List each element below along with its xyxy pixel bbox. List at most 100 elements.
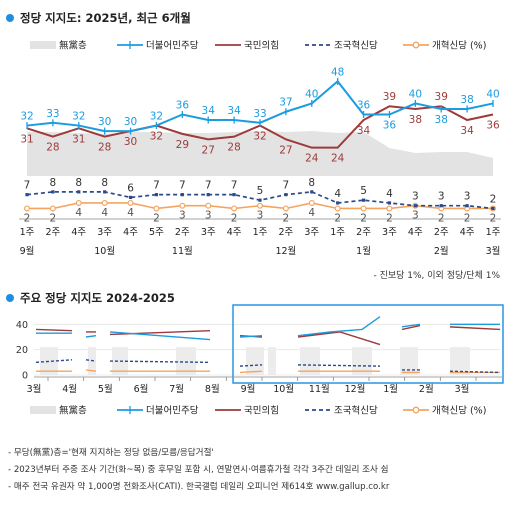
x-tick-label: 3주 bbox=[304, 227, 319, 238]
no-party-bar bbox=[268, 347, 276, 375]
point-reform bbox=[360, 205, 367, 212]
label-rebuild: 8 bbox=[101, 177, 108, 189]
legend-item-reform: 개혁신당 (%) bbox=[403, 406, 486, 417]
bullet-dot-icon bbox=[6, 14, 14, 22]
label-rebuild: 2 bbox=[490, 193, 497, 205]
point-reform bbox=[24, 205, 31, 212]
point-rebuild bbox=[25, 193, 29, 197]
label-ppp: 32 bbox=[150, 131, 163, 143]
month-label: 9월 bbox=[20, 245, 35, 257]
legend-item-reform: 개혁신당 (%) bbox=[403, 41, 486, 52]
legend-label-ppp: 국민의힘 bbox=[244, 41, 279, 52]
label-rebuild: 3 bbox=[464, 191, 471, 203]
point-rebuild bbox=[232, 193, 236, 197]
point-rebuild bbox=[284, 193, 288, 197]
legend-item-dp: 더불어민주당 bbox=[117, 41, 199, 52]
x-tick-label: 2주 bbox=[434, 227, 449, 238]
y-tick-label: 0 bbox=[22, 371, 28, 382]
history-line-ppp bbox=[297, 331, 381, 346]
month-label: 3월 bbox=[486, 245, 501, 257]
x-tick-label: 4주 bbox=[408, 227, 423, 238]
recent-period-highlight bbox=[232, 304, 504, 384]
label-ppp: 31 bbox=[20, 133, 33, 145]
history-x-label: 7월 bbox=[169, 383, 184, 395]
point-rebuild bbox=[180, 193, 184, 197]
history-line-dp bbox=[297, 316, 381, 337]
month-label: 1월 bbox=[356, 245, 371, 257]
label-rebuild: 7 bbox=[283, 180, 290, 192]
main-title-text: 정당 지지도: 2025년, 최근 6개월 bbox=[20, 11, 191, 25]
label-ppp: 30 bbox=[124, 136, 137, 148]
history-line-dp bbox=[109, 331, 211, 341]
history-line-dp bbox=[239, 335, 263, 338]
label-ppp: 24 bbox=[331, 153, 345, 165]
point-reform bbox=[308, 199, 315, 206]
month-label: 2월 bbox=[434, 245, 449, 257]
month-label: 11월 bbox=[172, 245, 193, 257]
label-ppp: 28 bbox=[227, 142, 240, 154]
legend-label-none: 無黨층 bbox=[59, 405, 87, 417]
point-rebuild bbox=[51, 190, 55, 194]
label-reform: 2 bbox=[386, 212, 393, 224]
point-rebuild bbox=[491, 206, 495, 211]
label-reform: 3 bbox=[257, 210, 264, 222]
label-dp: 34 bbox=[227, 105, 241, 117]
label-ppp: 38 bbox=[409, 114, 422, 126]
label-rebuild: 5 bbox=[257, 185, 264, 197]
x-tick-label: 2주 bbox=[175, 227, 190, 238]
point-rebuild bbox=[310, 190, 314, 194]
legend-swatch-none bbox=[30, 406, 56, 414]
month-label: 12월 bbox=[275, 245, 296, 257]
label-reform: 2 bbox=[283, 212, 290, 224]
label-reform: 3 bbox=[205, 210, 212, 222]
legend-label-none: 無黨층 bbox=[59, 40, 87, 52]
label-dp: 36 bbox=[383, 120, 397, 132]
point-reform bbox=[75, 199, 82, 206]
point-reform bbox=[231, 205, 238, 212]
no-party-bar bbox=[40, 347, 58, 375]
y-tick-label: 40 bbox=[16, 320, 28, 331]
point-rebuild bbox=[465, 204, 469, 208]
label-rebuild: 3 bbox=[438, 191, 445, 203]
label-dp: 32 bbox=[150, 111, 163, 123]
label-dp: 32 bbox=[20, 111, 33, 123]
history-x-label: 5월 bbox=[98, 383, 113, 395]
label-dp: 36 bbox=[357, 100, 371, 112]
label-ppp: 24 bbox=[305, 153, 319, 165]
no-party-area-shape bbox=[27, 131, 493, 176]
label-reform: 2 bbox=[50, 212, 57, 224]
history-x-label: 8월 bbox=[205, 383, 220, 395]
legend-swatch-none bbox=[30, 41, 56, 49]
x-tick-label: 4주 bbox=[71, 227, 86, 238]
label-ppp: 32 bbox=[253, 131, 266, 143]
label-reform: 2 bbox=[438, 212, 445, 224]
label-dp: 33 bbox=[253, 108, 266, 120]
history-x-label: 3월 bbox=[27, 383, 42, 395]
label-ppp: 27 bbox=[202, 144, 215, 156]
history-line-dp bbox=[85, 335, 97, 338]
second-title-text: 주요 정당 지지도 2024-2025 bbox=[20, 291, 175, 305]
main-chart-title: 정당 지지도: 2025년, 최근 6개월 bbox=[6, 10, 191, 26]
label-rebuild: 7 bbox=[24, 180, 31, 192]
label-rebuild: 7 bbox=[179, 180, 186, 192]
history-line-dp bbox=[401, 323, 421, 328]
point-rebuild bbox=[154, 193, 159, 197]
legend-item-rebuild: 조국혁신당 bbox=[305, 41, 378, 52]
point-rebuild bbox=[103, 190, 107, 194]
bullet-dot-icon bbox=[6, 294, 14, 302]
label-ppp: 39 bbox=[435, 91, 448, 103]
history-x-label: 4월 bbox=[62, 383, 77, 395]
label-rebuild: 3 bbox=[412, 191, 419, 203]
label-rebuild: 6 bbox=[127, 182, 134, 194]
history-x-label: 2월 bbox=[419, 383, 434, 395]
legend-label-rebuild: 조국혁신당 bbox=[334, 41, 378, 52]
x-tick-label: 2주 bbox=[45, 227, 60, 238]
label-rebuild: 8 bbox=[50, 177, 57, 189]
label-rebuild: 7 bbox=[153, 180, 160, 192]
no-party-bar bbox=[450, 347, 470, 375]
history-x-label: 3월 bbox=[455, 383, 470, 395]
legend-label-dp: 더불어민주당 bbox=[146, 41, 199, 52]
history-line-rebuild bbox=[35, 359, 73, 364]
label-dp: 37 bbox=[279, 97, 292, 109]
label-ppp: 39 bbox=[383, 91, 396, 103]
